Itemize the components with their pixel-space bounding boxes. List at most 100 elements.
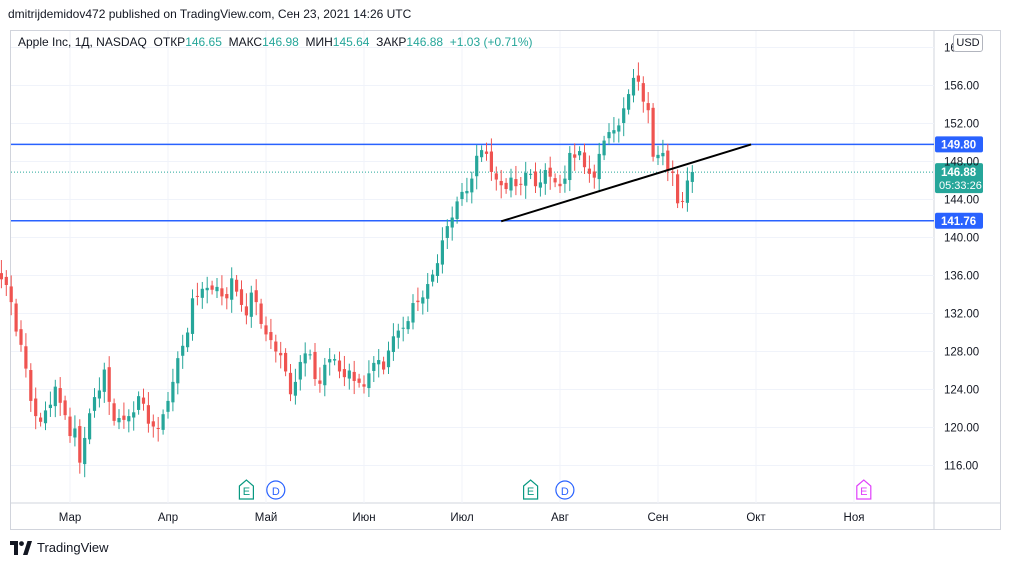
currency-button[interactable]: USD [953, 34, 983, 52]
candle-body [24, 346, 28, 369]
candle-body [386, 350, 391, 368]
candle-body [308, 354, 312, 356]
candle-body [269, 332, 273, 341]
candle-body [9, 286, 13, 303]
tradingview-brand[interactable]: TradingView [10, 540, 109, 555]
price-tick-label: 144.00 [944, 195, 979, 207]
candle-body [323, 364, 327, 386]
month-tick-label: Окт [746, 512, 766, 524]
candle-body [352, 371, 356, 381]
event-letter: E [243, 486, 250, 498]
candle-body [519, 183, 523, 185]
candle-body [401, 327, 405, 329]
candle-body [161, 414, 165, 430]
candle-body [553, 178, 557, 183]
candle-body [627, 94, 631, 110]
price-tick-label: 156.00 [944, 81, 979, 93]
candle-body [313, 351, 317, 380]
candle-body [200, 288, 204, 298]
candle-body [617, 125, 621, 132]
candle-body [396, 330, 400, 338]
price-tick-label: 116.00 [944, 461, 978, 473]
candle-body [19, 329, 23, 345]
trendline-group [500, 143, 752, 223]
candle-body [4, 276, 8, 285]
event-letter: D [561, 486, 569, 498]
candle-body [529, 173, 533, 175]
candle-body [543, 170, 547, 184]
candle-body [357, 378, 361, 383]
open-label: ОТКР [153, 35, 186, 49]
level-price-tag [935, 136, 983, 153]
candle-body [102, 369, 106, 392]
candle-body [622, 108, 626, 124]
candle-body [671, 171, 675, 173]
candle-body [489, 151, 493, 172]
month-tick-label: Июл [450, 512, 473, 524]
earnings-event-icon [856, 479, 872, 500]
candle-body [337, 360, 342, 372]
month-tick-label: Ноя [844, 512, 865, 524]
candle-body [480, 150, 484, 158]
candle-body [14, 303, 18, 332]
candle-body [279, 352, 283, 356]
candle-body [92, 397, 97, 411]
candle-body [578, 151, 582, 156]
candle-body [156, 427, 160, 429]
candle-body [372, 362, 376, 371]
dividend-event-icon [266, 480, 286, 500]
close-label: ЗАКР [376, 35, 407, 49]
candle-body [494, 173, 498, 180]
candle-body [421, 297, 425, 304]
candle-body [0, 273, 4, 280]
month-tick-label: Апр [158, 512, 178, 524]
month-tick-label: Сен [647, 512, 668, 524]
candle-body [328, 359, 332, 363]
high-value: 146.98 [262, 35, 299, 49]
candle-body [685, 180, 689, 203]
candle-body [631, 77, 636, 96]
candle-body [88, 413, 92, 440]
candle-body [377, 360, 381, 365]
candle-body [83, 437, 87, 465]
candle-body [641, 83, 645, 102]
symbol-name: Apple Inc, 1Д, NASDAQ [18, 35, 147, 49]
candle-body [573, 154, 577, 158]
candle-body [141, 397, 146, 404]
candle-body [563, 178, 567, 184]
earnings-event-icon [523, 479, 539, 500]
candle-body [524, 172, 528, 186]
candle-body [533, 171, 538, 187]
candle-body [215, 286, 219, 292]
candle-body [225, 294, 229, 299]
candle-body [607, 132, 611, 139]
candle-body [151, 421, 155, 427]
candle-body [205, 287, 209, 291]
candle-body [186, 332, 190, 348]
candle-body [558, 183, 562, 187]
candle-body [602, 140, 606, 156]
candle-body [592, 171, 596, 178]
candle-body [254, 290, 258, 303]
candle-body [676, 174, 680, 204]
tradingview-logo-icon [10, 540, 32, 555]
low-label: МИН [305, 35, 333, 49]
candle-body [465, 190, 469, 194]
candle-body [646, 103, 650, 111]
time-axis: Мар Апр Май Июн Июл Авг Сен Окт Ноя [59, 512, 865, 524]
candle-body [29, 370, 33, 401]
price-tick-label: 152.00 [944, 119, 979, 131]
candle-body [367, 373, 371, 389]
candle-body [107, 367, 111, 402]
level-price-label: 149.80 [941, 139, 976, 151]
last-price-tag [935, 163, 983, 194]
high-label: МАКС [228, 35, 263, 49]
candle-body [132, 412, 136, 418]
candle-body [190, 298, 195, 334]
candle-body [382, 361, 386, 370]
candle-body [416, 300, 420, 303]
candle-body [274, 341, 278, 352]
candle-body [210, 285, 214, 290]
